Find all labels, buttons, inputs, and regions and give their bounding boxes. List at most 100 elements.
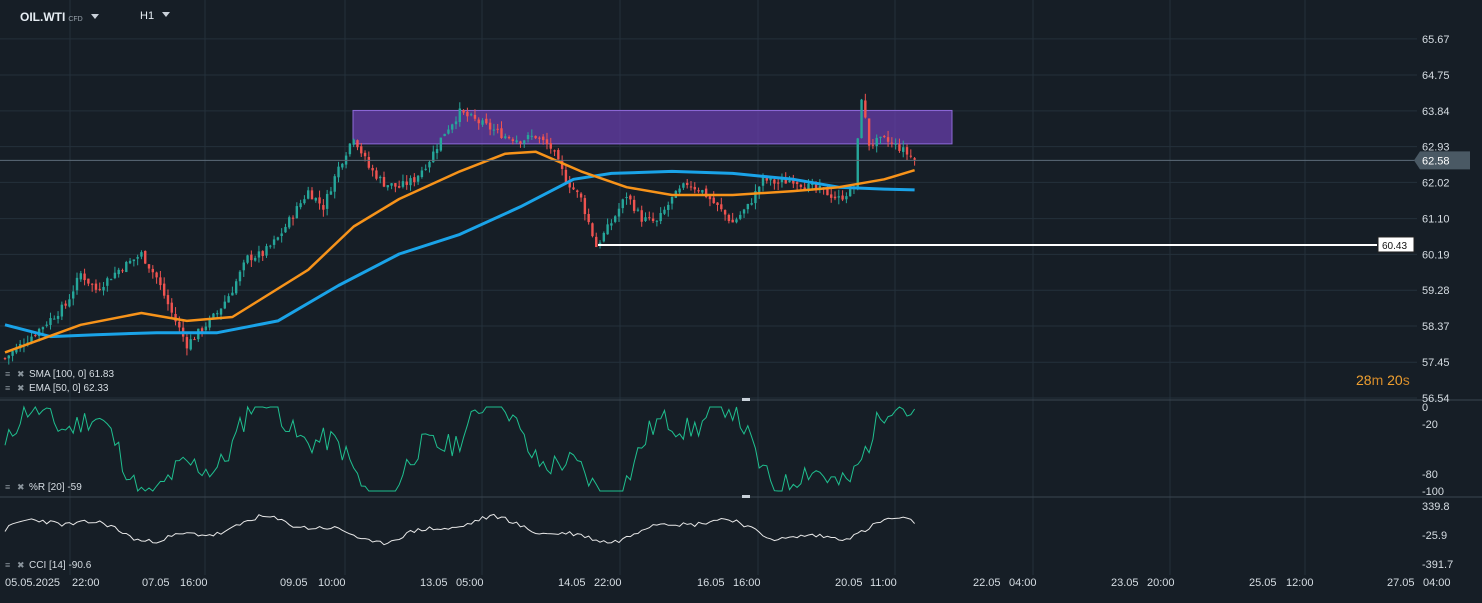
candle-body <box>568 181 571 188</box>
legend-sma[interactable]: ≡ ✖ SMA [100, 0] 61.83 <box>5 369 114 380</box>
time-axis-label: 05:00 <box>456 577 484 589</box>
time-axis-label: 16:00 <box>180 577 208 589</box>
candle-body <box>219 308 223 315</box>
candle-body <box>64 303 67 306</box>
wr-axis-label: -20 <box>1422 419 1438 431</box>
candle-body <box>534 135 537 139</box>
symbol-selector[interactable]: OIL.WTI CFD <box>20 10 99 24</box>
price-axis-label: 62.93 <box>1422 142 1450 154</box>
candle-body <box>204 326 208 331</box>
timeframe-label: H1 <box>140 10 155 22</box>
candle-body <box>814 182 818 189</box>
close-icon[interactable]: ✖ <box>17 369 25 379</box>
candle-body <box>291 217 295 219</box>
current-price-label: 62.58 <box>1422 155 1450 167</box>
candle-body <box>90 283 94 285</box>
candle-body <box>799 184 803 187</box>
candle-body <box>541 136 545 141</box>
close-icon[interactable]: ✖ <box>17 383 25 393</box>
candle-body <box>742 209 746 214</box>
candle-body <box>841 195 844 200</box>
candle-body <box>826 187 829 196</box>
timeframe-dropdown-icon[interactable] <box>162 12 171 17</box>
candle-body <box>761 176 765 186</box>
candle-body <box>337 166 340 178</box>
cci-line <box>4 513 915 546</box>
candle-body <box>848 186 852 197</box>
legend-ema[interactable]: ≡ ✖ EMA [50, 0] 62.33 <box>5 383 109 394</box>
candle-body <box>867 118 871 146</box>
candle-body <box>860 99 863 139</box>
candle-body <box>144 250 147 264</box>
candle-body <box>485 118 488 124</box>
candle-body <box>136 257 139 259</box>
candle-body <box>818 185 822 190</box>
time-axis-label: 16:00 <box>733 577 761 589</box>
candle-body <box>758 186 761 193</box>
candle-body <box>754 191 757 204</box>
candle-body <box>701 190 704 193</box>
candle-body <box>329 191 333 195</box>
candle-body <box>530 135 534 137</box>
candle-body <box>670 196 674 204</box>
candle-body <box>34 335 37 337</box>
candle-body <box>898 144 901 151</box>
candle-body <box>765 176 768 181</box>
candle-body <box>492 129 496 131</box>
candle-body <box>162 283 166 296</box>
settings-icon[interactable]: ≡ <box>5 482 11 492</box>
candle-body <box>507 137 511 139</box>
candle-body <box>708 196 712 200</box>
cci-axis-label: -391.7 <box>1422 559 1453 571</box>
candle-body <box>443 133 446 137</box>
candle-body <box>94 283 98 290</box>
candle-body <box>811 183 814 185</box>
candle-body <box>375 170 378 179</box>
candle-body <box>659 212 662 222</box>
candle-body <box>386 185 389 188</box>
candle-body <box>477 119 480 124</box>
time-axis-label: 11:00 <box>870 577 897 589</box>
close-icon[interactable]: ✖ <box>17 560 25 570</box>
candle-body <box>913 158 916 160</box>
candle-body <box>716 202 719 205</box>
candle-body <box>45 324 48 326</box>
sma-100-line <box>4 169 915 339</box>
time-axis-label: 20:00 <box>1147 577 1175 589</box>
settings-icon[interactable]: ≡ <box>5 383 11 393</box>
candle-body <box>390 183 393 186</box>
legend-cci[interactable]: ≡ ✖ CCI [14] -90.6 <box>5 560 91 571</box>
symbol-dropdown-icon[interactable] <box>90 14 99 19</box>
settings-icon[interactable]: ≡ <box>5 369 11 379</box>
candle-body <box>693 186 696 190</box>
candle-body <box>420 170 424 177</box>
candle-body <box>132 259 136 262</box>
candle-body <box>583 198 587 215</box>
candle-body <box>435 149 439 154</box>
legend-wr[interactable]: ≡ ✖ %R [20] -59 <box>5 482 82 493</box>
candle-body <box>155 272 158 278</box>
price-axis-label: 65.67 <box>1422 34 1450 46</box>
candle-body <box>689 186 693 188</box>
candle-body <box>106 278 109 286</box>
close-icon[interactable]: ✖ <box>17 482 25 492</box>
candle-body <box>41 327 45 330</box>
timeframe-selector[interactable]: H1 <box>140 10 171 22</box>
candle-body <box>610 223 613 226</box>
candle-body <box>447 129 450 134</box>
candle-body <box>879 136 882 139</box>
support-level-tag <box>1377 236 1415 253</box>
candle-body <box>606 224 609 235</box>
time-axis-label: 25.05 <box>1249 577 1277 589</box>
candle-body <box>739 214 742 219</box>
settings-icon[interactable]: ≡ <box>5 560 11 570</box>
candle-body <box>60 304 64 317</box>
candle-body <box>307 190 310 199</box>
candle-body <box>394 183 397 187</box>
candle-body <box>629 195 632 200</box>
candle-body <box>265 246 268 256</box>
cci-axis-label: -25.9 <box>1422 530 1447 542</box>
candle-body <box>341 163 344 168</box>
